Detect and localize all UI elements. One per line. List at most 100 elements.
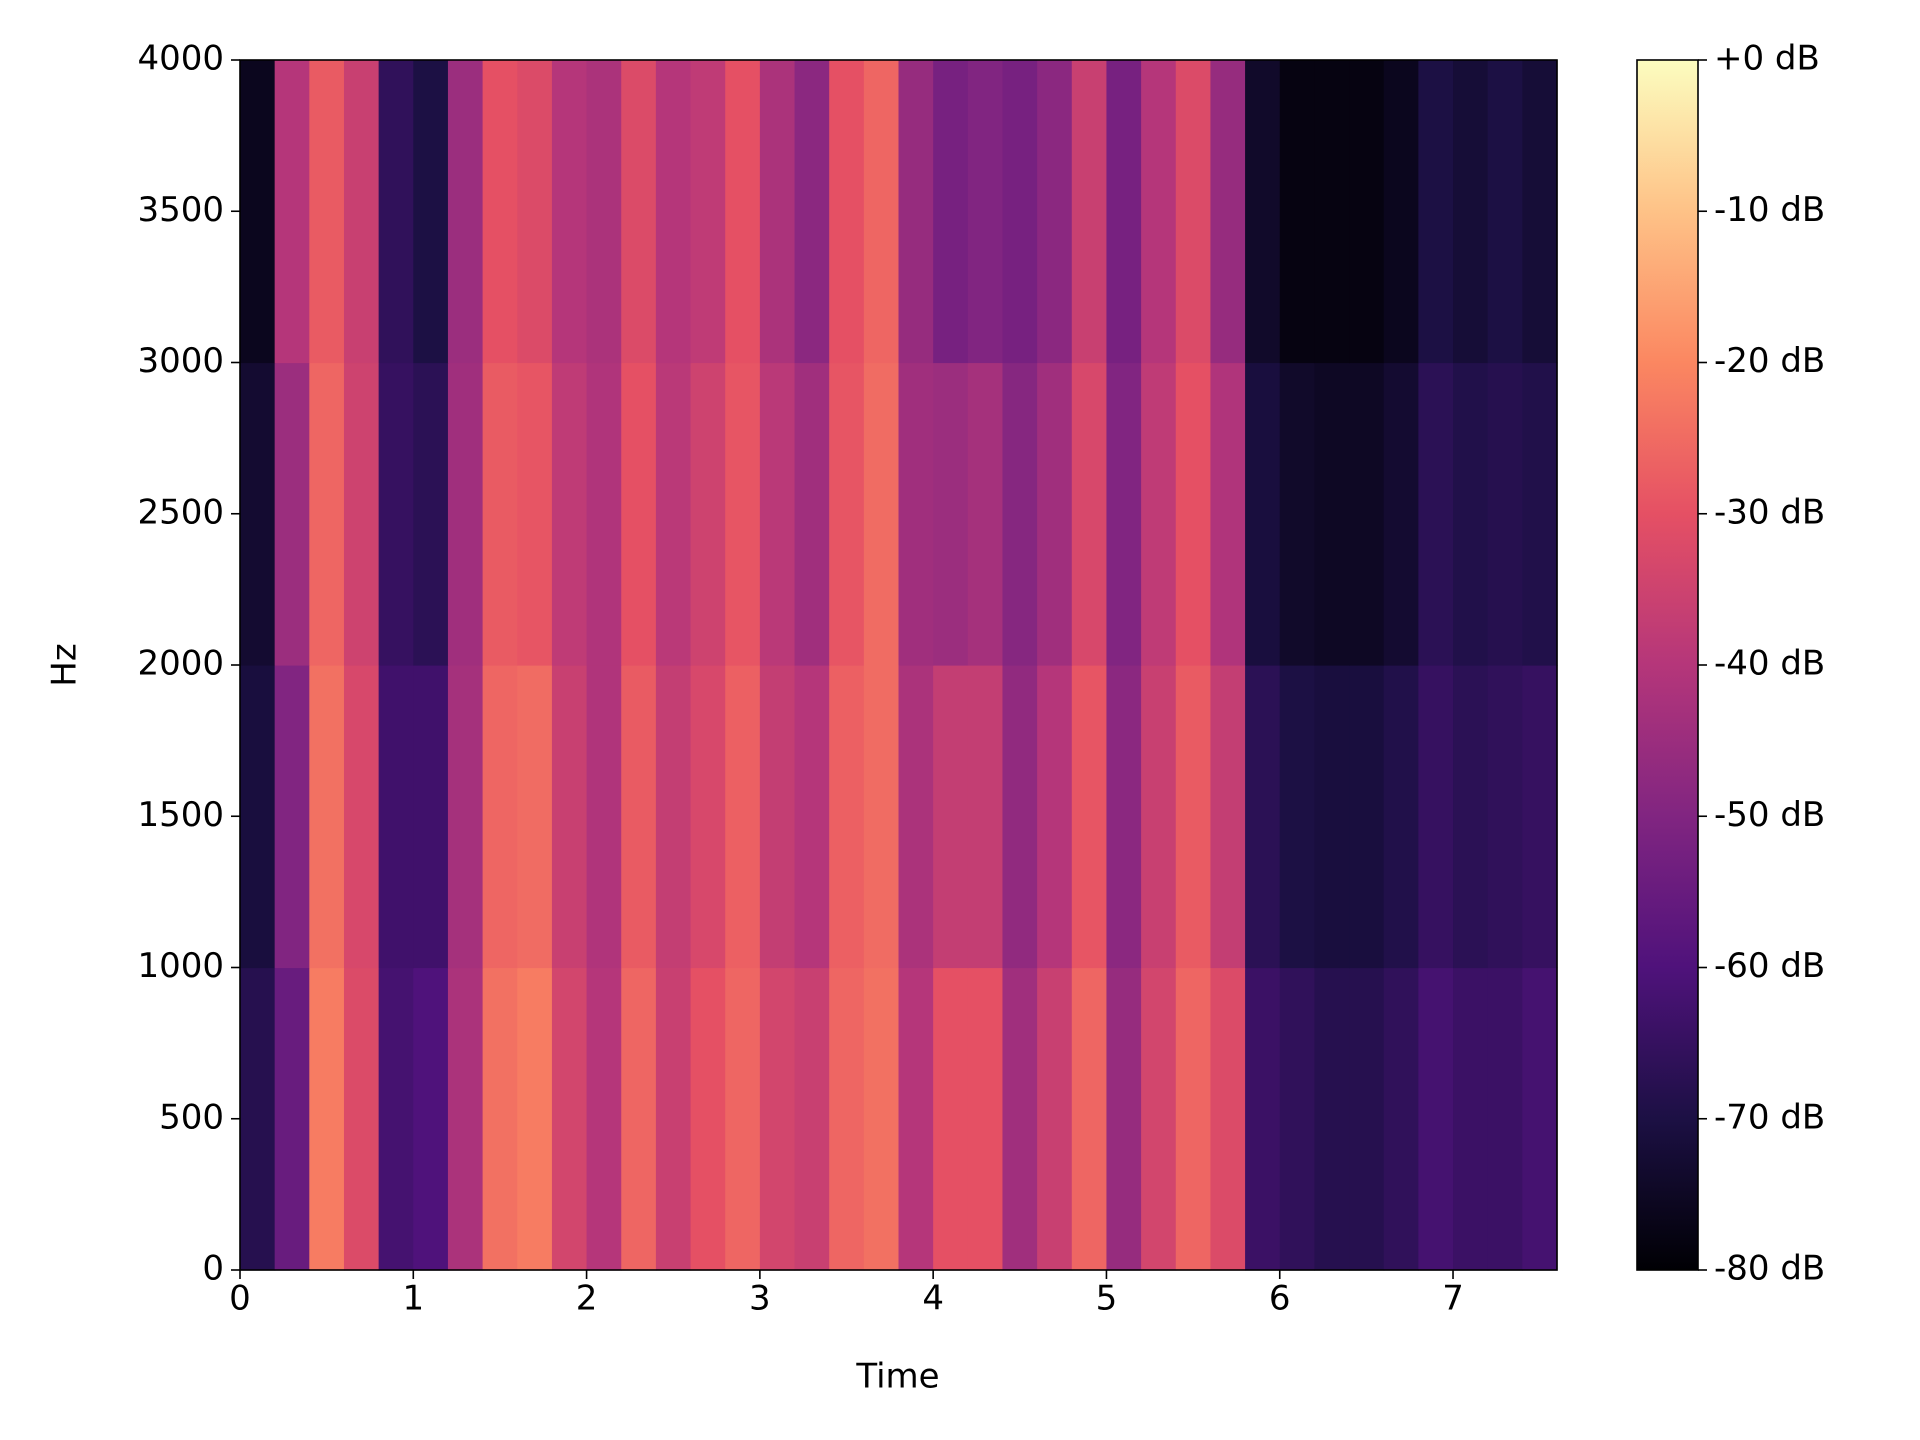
- spectrogram-cell: [517, 967, 553, 1271]
- spectrogram-cell: [551, 665, 588, 969]
- spectrogram-cell: [1210, 665, 1246, 969]
- spectrogram-cell: [1210, 362, 1246, 666]
- spectrogram-cell: [1106, 362, 1142, 666]
- x-tick-label: 1: [402, 1279, 424, 1319]
- spectrogram-cell: [1071, 362, 1108, 666]
- spectrogram-cell: [898, 665, 934, 969]
- y-tick-label: 2000: [137, 644, 224, 684]
- spectrogram-cell: [655, 362, 692, 666]
- x-axis-label: Time: [855, 1357, 939, 1397]
- x-tick-label: 6: [1269, 1279, 1291, 1319]
- spectrogram-cell: [1037, 665, 1073, 969]
- spectrogram-cell: [1037, 60, 1073, 364]
- spectrogram-cell: [274, 665, 310, 969]
- y-tick-label: 1000: [137, 946, 224, 986]
- spectrogram-cell: [759, 665, 796, 969]
- spectrogram-cell: [829, 60, 865, 364]
- spectrogram-cell: [447, 362, 484, 666]
- spectrogram-cell: [1175, 362, 1212, 666]
- colorbar-tick-label: -40 dB: [1714, 644, 1825, 684]
- spectrogram-cell: [933, 60, 969, 364]
- spectrogram-cell: [933, 967, 969, 1271]
- spectrogram-cell: [378, 60, 414, 364]
- colorbar-tick-label: -20 dB: [1714, 341, 1825, 381]
- x-tick-label: 2: [576, 1279, 598, 1319]
- spectrogram-cell: [898, 362, 934, 666]
- spectrogram-cell: [621, 60, 657, 364]
- spectrogram-cell: [1418, 967, 1454, 1271]
- spectrogram-cell: [586, 665, 622, 969]
- spectrogram-cell: [725, 362, 761, 666]
- spectrogram-cell: [1037, 362, 1073, 666]
- spectrogram-cell: [829, 362, 865, 666]
- spectrogram-cell: [1314, 967, 1350, 1271]
- spectrogram-cell: [1279, 60, 1315, 364]
- spectrogram-cell: [1245, 665, 1281, 969]
- spectrogram-cell: [240, 967, 276, 1271]
- spectrogram-cell: [1071, 60, 1108, 364]
- spectrogram-cell: [655, 665, 692, 969]
- spectrogram-cell: [1522, 362, 1558, 666]
- spectrogram-cell: [1453, 665, 1489, 969]
- spectrogram-cell: [482, 665, 518, 969]
- spectrogram-cell: [274, 60, 310, 364]
- spectrogram-cell: [1279, 665, 1315, 969]
- spectrogram-cell: [1002, 362, 1038, 666]
- spectrogram-cell: [1210, 967, 1246, 1271]
- spectrogram-cell: [933, 665, 969, 969]
- x-tick-label: 4: [922, 1279, 944, 1319]
- spectrogram-cell: [621, 362, 657, 666]
- spectrogram-cell: [690, 60, 726, 364]
- spectrogram-cell: [586, 967, 622, 1271]
- spectrogram-cell: [240, 362, 276, 666]
- spectrogram-cell: [690, 967, 726, 1271]
- spectrogram-cell: [413, 665, 449, 969]
- colorbar: [1636, 59, 1699, 1271]
- spectrogram-cell: [655, 967, 692, 1271]
- spectrogram-cell: [309, 665, 345, 969]
- spectrogram-cell: [1487, 967, 1523, 1271]
- colorbar-tick-label: -60 dB: [1714, 946, 1825, 986]
- spectrogram-cell: [240, 60, 276, 364]
- spectrogram-cell: [794, 60, 830, 364]
- spectrogram-cell: [1383, 665, 1419, 969]
- x-tick-label: 0: [229, 1279, 251, 1319]
- spectrogram-cell: [1071, 665, 1108, 969]
- spectrogram-cell: [1349, 665, 1385, 969]
- spectrogram-cell: [1418, 60, 1454, 364]
- y-tick-label: 4000: [137, 39, 224, 79]
- spectrogram-cell: [1002, 60, 1038, 364]
- spectrogram-cell: [655, 60, 692, 364]
- spectrogram-cell: [794, 362, 830, 666]
- spectrogram-cell: [1487, 362, 1523, 666]
- spectrogram-cell: [1210, 60, 1246, 364]
- colorbar-tick-label: +0 dB: [1714, 39, 1820, 79]
- spectrogram-cell: [1522, 665, 1558, 969]
- y-axis-label: Hz: [45, 643, 85, 686]
- spectrogram-cell: [1453, 362, 1489, 666]
- x-tick-label: 3: [749, 1279, 771, 1319]
- spectrogram-cell: [482, 60, 518, 364]
- spectrogram-cell: [1279, 362, 1315, 666]
- y-tick-label: 1500: [137, 795, 224, 835]
- spectrogram-cell: [413, 967, 449, 1271]
- spectrogram-cell: [1522, 967, 1558, 1271]
- spectrogram-cell: [1453, 60, 1489, 364]
- spectrogram-cell: [378, 665, 414, 969]
- colorbar-tick-label: -70 dB: [1714, 1097, 1825, 1137]
- spectrogram-cell: [1002, 665, 1038, 969]
- spectrogram-cell: [447, 967, 484, 1271]
- spectrogram-cell: [1106, 60, 1142, 364]
- spectrogram-cell: [1175, 967, 1212, 1271]
- spectrogram-cell: [1141, 967, 1177, 1271]
- spectrogram-cell: [1418, 665, 1454, 969]
- spectrogram-cell: [621, 967, 657, 1271]
- spectrogram-cell: [1349, 60, 1385, 364]
- spectrogram-cell: [863, 967, 900, 1271]
- spectrogram-cell: [1279, 967, 1315, 1271]
- spectrogram-cell: [1106, 967, 1142, 1271]
- spectrogram-cell: [343, 362, 380, 666]
- spectrogram-cell: [309, 967, 345, 1271]
- x-tick-label: 5: [1096, 1279, 1118, 1319]
